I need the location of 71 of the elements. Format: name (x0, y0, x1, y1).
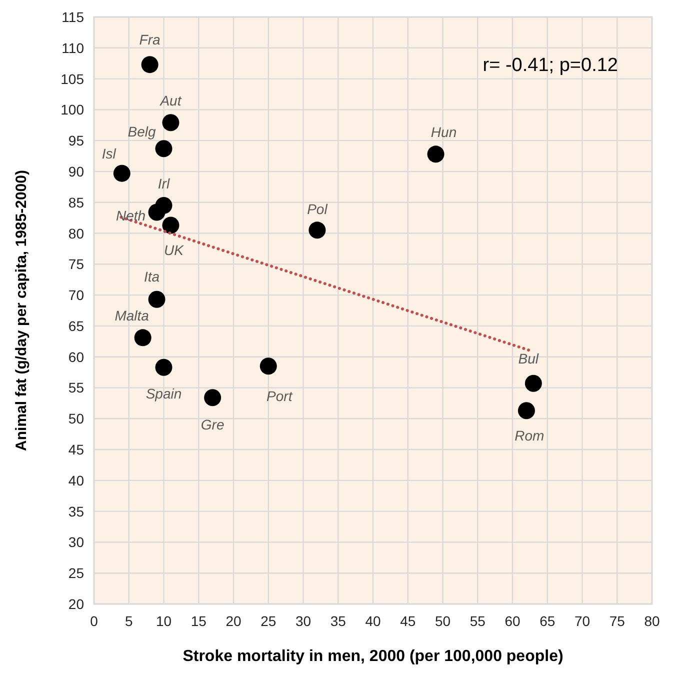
annotation: Neth (116, 207, 146, 224)
annotation: Hun (430, 124, 457, 140)
y-tick-label: 75 (68, 256, 84, 272)
y-tick-label: 95 (68, 132, 84, 149)
x-tick-label: 35 (330, 613, 346, 629)
x-tick-label: 70 (574, 613, 590, 629)
x-axis-title: Stroke mortality in men, 2000 (per 100,000 people) (182, 648, 564, 665)
annotation: Irl (158, 175, 170, 192)
point (162, 114, 180, 132)
y-tick-label: 105 (60, 70, 84, 87)
y-tick-label: 20 (68, 596, 84, 612)
annotation: Belg (128, 124, 156, 140)
x-tick-label: 10 (156, 613, 172, 629)
point (524, 374, 542, 392)
point (260, 358, 277, 375)
point (148, 204, 166, 221)
x-tick-label: 75 (609, 613, 626, 629)
x-tick-label: 15 (190, 613, 207, 629)
point (141, 56, 158, 74)
point (518, 402, 535, 420)
annotation: Rom (514, 428, 545, 444)
annotation: Aut (159, 92, 182, 109)
y-tick-label: 55 (68, 380, 84, 396)
annotation: Isl (102, 145, 117, 162)
point (155, 358, 172, 376)
annotation: Gre (200, 416, 224, 433)
x-tick-label: 30 (295, 613, 312, 629)
annotation: Bul (518, 350, 540, 366)
x-tick-label: 50 (434, 613, 451, 629)
x-tick-label: 65 (540, 613, 556, 629)
annotation: UK (164, 242, 184, 258)
x-tick-label: 55 (470, 613, 486, 629)
y-tick-label: 25 (68, 565, 84, 582)
annotation: Port (266, 388, 294, 404)
annotation: Ita (144, 268, 160, 284)
x-tick-label: 80 (644, 613, 660, 629)
point (308, 222, 326, 239)
y-tick-label: 30 (68, 534, 84, 550)
y-tick-label: 50 (68, 410, 84, 427)
annotation: Pol (307, 201, 328, 218)
y-tick-label: 100 (60, 102, 84, 118)
x-tick-label: 40 (365, 613, 381, 629)
y-axis-title: Animal fat (g/day per capita, 1985-2000) (13, 170, 30, 451)
annotation: r= -0.41; p=0.12 (482, 55, 618, 76)
y-tick-label: 85 (68, 194, 84, 210)
point (427, 146, 444, 163)
point (204, 389, 222, 406)
x-tick-label: 5 (124, 613, 133, 629)
y-tick-label: 70 (68, 287, 84, 304)
y-tick-label: 35 (68, 503, 84, 520)
point (155, 140, 172, 158)
y-tick-label: 80 (68, 225, 84, 242)
y-tick-label: 115 (62, 9, 84, 25)
x-tick-label: 60 (504, 613, 520, 629)
point (148, 290, 166, 308)
point (113, 164, 130, 182)
point (134, 329, 152, 346)
y-tick-label: 65 (68, 318, 84, 334)
annotation: Malta (114, 308, 150, 324)
y-tick-label: 110 (62, 40, 84, 56)
x-tick-label: 20 (226, 613, 242, 629)
y-tick-label: 45 (68, 442, 84, 458)
x-tick-label: 45 (400, 613, 416, 629)
x-tick-label: 25 (260, 613, 276, 629)
annotation: Spain (146, 385, 182, 402)
x-tick-label: 0 (90, 613, 98, 629)
y-tick-label: 40 (68, 472, 84, 488)
y-tick-label: 60 (68, 348, 84, 365)
y-tick-label: 90 (68, 163, 84, 180)
annotation: Fra (139, 32, 161, 48)
point (162, 216, 180, 234)
